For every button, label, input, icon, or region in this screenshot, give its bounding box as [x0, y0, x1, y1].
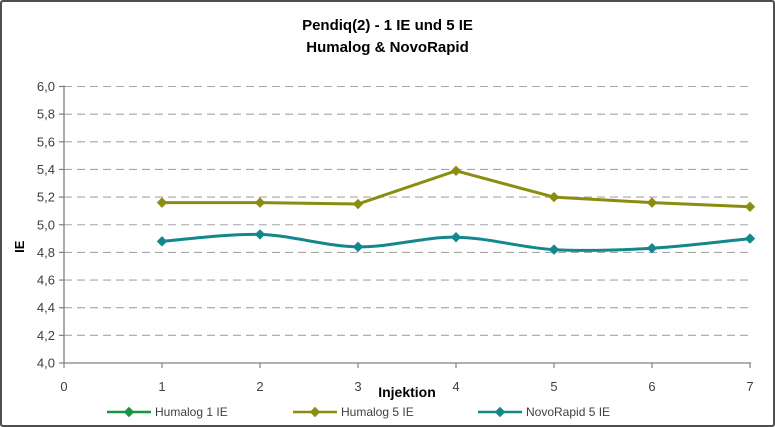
x-tick-label: 1: [158, 379, 165, 394]
legend-marker-novorapid-5-ie: [478, 406, 522, 418]
chart-title: Pendiq(2) - 1 IE und 5 IE Humalog & Novo…: [2, 15, 773, 59]
series-line-humalog-5-ie: [160, 169, 752, 209]
data-point-marker-humalog-5-ie: [254, 197, 266, 208]
data-point-marker-humalog-5-ie: [548, 191, 560, 203]
y-tick-label: 5,4: [37, 162, 55, 177]
data-point-marker-novorapid-5-ie: [744, 233, 756, 244]
chart-title-line-1: Pendiq(2) - 1 IE und 5 IE: [302, 17, 473, 34]
y-tick-label: 5,2: [37, 190, 55, 205]
data-point-marker-humalog-5-ie: [156, 197, 168, 208]
data-point-marker-humalog-5-ie: [646, 197, 658, 208]
legend-item-novorapid-5-ie: NovoRapid 5 IE: [478, 405, 610, 419]
y-tick-label: 4,0: [37, 356, 55, 371]
data-point-marker-novorapid-5-ie: [156, 236, 168, 247]
legend-label-humalog-5-ie: Humalog 5 IE: [341, 405, 414, 419]
y-tick-label: 4,6: [37, 273, 55, 288]
data-point-marker-novorapid-5-ie: [352, 241, 364, 253]
y-tick-label: 5,6: [37, 134, 55, 149]
data-point-marker-novorapid-5-ie: [646, 243, 658, 254]
data-point-marker-novorapid-5-ie: [254, 229, 266, 240]
legend-item-humalog-5-ie: Humalog 5 IE: [293, 405, 414, 419]
legend-label-novorapid-5-ie: NovoRapid 5 IE: [526, 405, 611, 419]
legend-marker-humalog-1-ie: [107, 406, 151, 418]
legend-marker-humalog-5-ie: [293, 406, 337, 418]
data-point-marker-novorapid-5-ie: [548, 244, 560, 255]
y-tick-label: 5,0: [37, 217, 55, 232]
data-point-marker-humalog-5-ie: [352, 198, 364, 210]
x-tick-label: 2: [256, 379, 263, 394]
y-tick-label: 4,4: [37, 300, 55, 315]
x-tick-label: 7: [746, 379, 753, 394]
chart-title-line-2: Humalog & NovoRapid: [306, 39, 469, 56]
y-axis-title: IE: [12, 240, 27, 253]
x-tick-label: 3: [354, 379, 361, 394]
x-tick-label: 6: [648, 379, 655, 394]
chart-legend: Humalog 1 IE Humalog 5 IE NovoRapid 5 IE: [2, 405, 773, 425]
x-tick-label: 0: [60, 379, 67, 394]
data-point-marker-novorapid-5-ie: [450, 231, 462, 243]
x-axis-title: Injektion: [378, 384, 436, 400]
legend-label-humalog-1-ie: Humalog 1 IE: [155, 405, 228, 419]
y-tick-label: 4,8: [37, 245, 55, 260]
x-tick-label: 5: [550, 379, 557, 394]
y-tick-label: 4,2: [37, 328, 55, 343]
y-tick-label: 6,0: [37, 79, 55, 94]
data-point-marker-humalog-5-ie: [450, 165, 462, 177]
data-point-marker-humalog-5-ie: [744, 201, 756, 212]
legend-item-humalog-1-ie: Humalog 1 IE: [107, 405, 228, 419]
y-tick-label: 5,8: [37, 107, 55, 122]
x-tick-label: 4: [452, 379, 459, 394]
